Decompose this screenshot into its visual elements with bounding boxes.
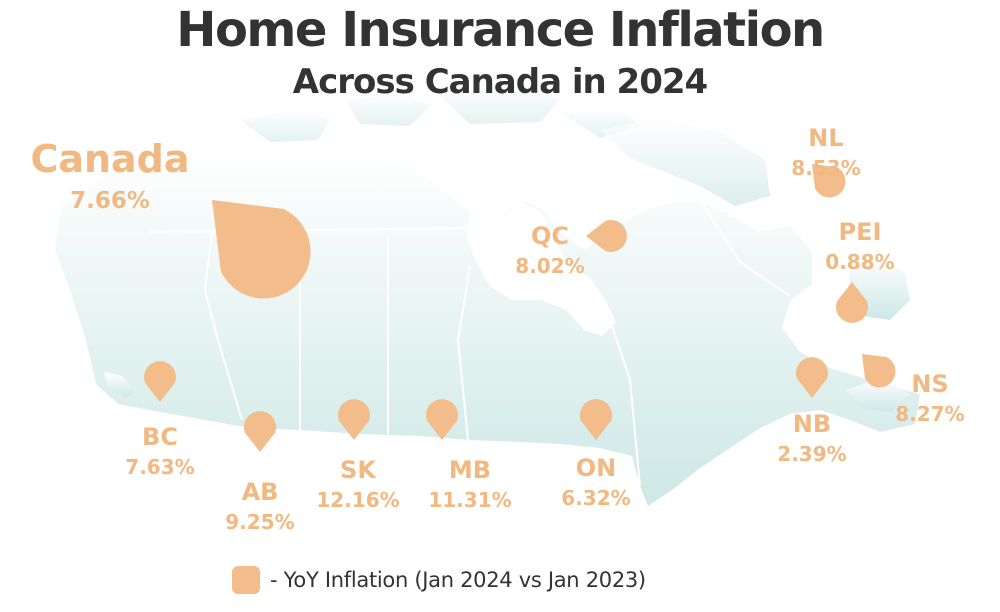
region-name-mb: MB	[449, 456, 491, 484]
region-value-nb: 2.39%	[777, 442, 846, 466]
border-territories	[149, 227, 481, 233]
region-name-nb: NB	[793, 410, 831, 438]
marker-mb-icon	[426, 399, 458, 440]
legend-swatch	[232, 566, 260, 594]
region-value-ns: 8.27%	[895, 402, 964, 426]
marker-canada-icon	[212, 200, 311, 299]
region-value-nl: 8.53%	[791, 156, 860, 180]
map-markers	[144, 164, 896, 452]
arctic-island	[240, 108, 330, 142]
marker-nb-icon	[796, 357, 828, 398]
marker-ns-icon	[862, 354, 896, 388]
region-name-ab: AB	[242, 478, 279, 506]
region-value-on: 6.32%	[561, 486, 630, 510]
border-mb-on	[456, 265, 471, 441]
marker-sk-icon	[338, 399, 370, 440]
subtitle: Across Canada in 2024	[292, 62, 708, 102]
region-value-pei: 0.88%	[825, 250, 894, 274]
arctic-island	[440, 84, 560, 124]
marker-qc-icon	[586, 220, 627, 252]
region-value-canada: 7.66%	[70, 188, 150, 214]
region-name-qc: QC	[531, 222, 569, 250]
legend: - YoY Inflation (Jan 2024 vs Jan 2023)	[232, 565, 646, 595]
marker-bc-icon	[144, 361, 176, 402]
nova-scotia-land	[846, 378, 910, 412]
border-bc-ab	[203, 229, 243, 421]
border-on-qc	[609, 319, 641, 487]
region-labels: Canada 7.66% BC 7.63% AB 9.25% SK 12.16% MB 11.31…	[30, 124, 964, 534]
region-value-bc: 7.63%	[125, 455, 194, 479]
region-value-sk: 12.16%	[316, 488, 399, 512]
hudson-bay	[466, 202, 616, 336]
region-value-qc: 8.02%	[515, 254, 584, 278]
region-name-pei: PEI	[839, 218, 882, 246]
marker-pei-icon	[835, 282, 868, 323]
region-value-ab: 9.25%	[225, 510, 294, 534]
region-value-mb: 11.31%	[428, 488, 511, 512]
legend-text: - YoY Inflation (Jan 2024 vs Jan 2023)	[270, 568, 646, 592]
region-name-canada: Canada	[30, 137, 189, 181]
arctic-island	[345, 92, 430, 126]
marker-ab-icon	[243, 411, 276, 452]
vancouver-island	[104, 372, 136, 398]
title: Home Insurance Inflation	[176, 2, 825, 58]
marker-on-icon	[580, 399, 612, 440]
marker-nl-icon	[812, 164, 846, 198]
region-name-ns: NS	[911, 370, 948, 398]
region-name-bc: BC	[142, 423, 178, 451]
region-name-on: ON	[576, 454, 617, 482]
region-name-nl: NL	[808, 124, 843, 152]
region-name-sk: SK	[340, 456, 377, 484]
province-borders	[149, 199, 791, 487]
baffin-island	[600, 118, 770, 206]
border-qc-nl	[699, 199, 791, 297]
